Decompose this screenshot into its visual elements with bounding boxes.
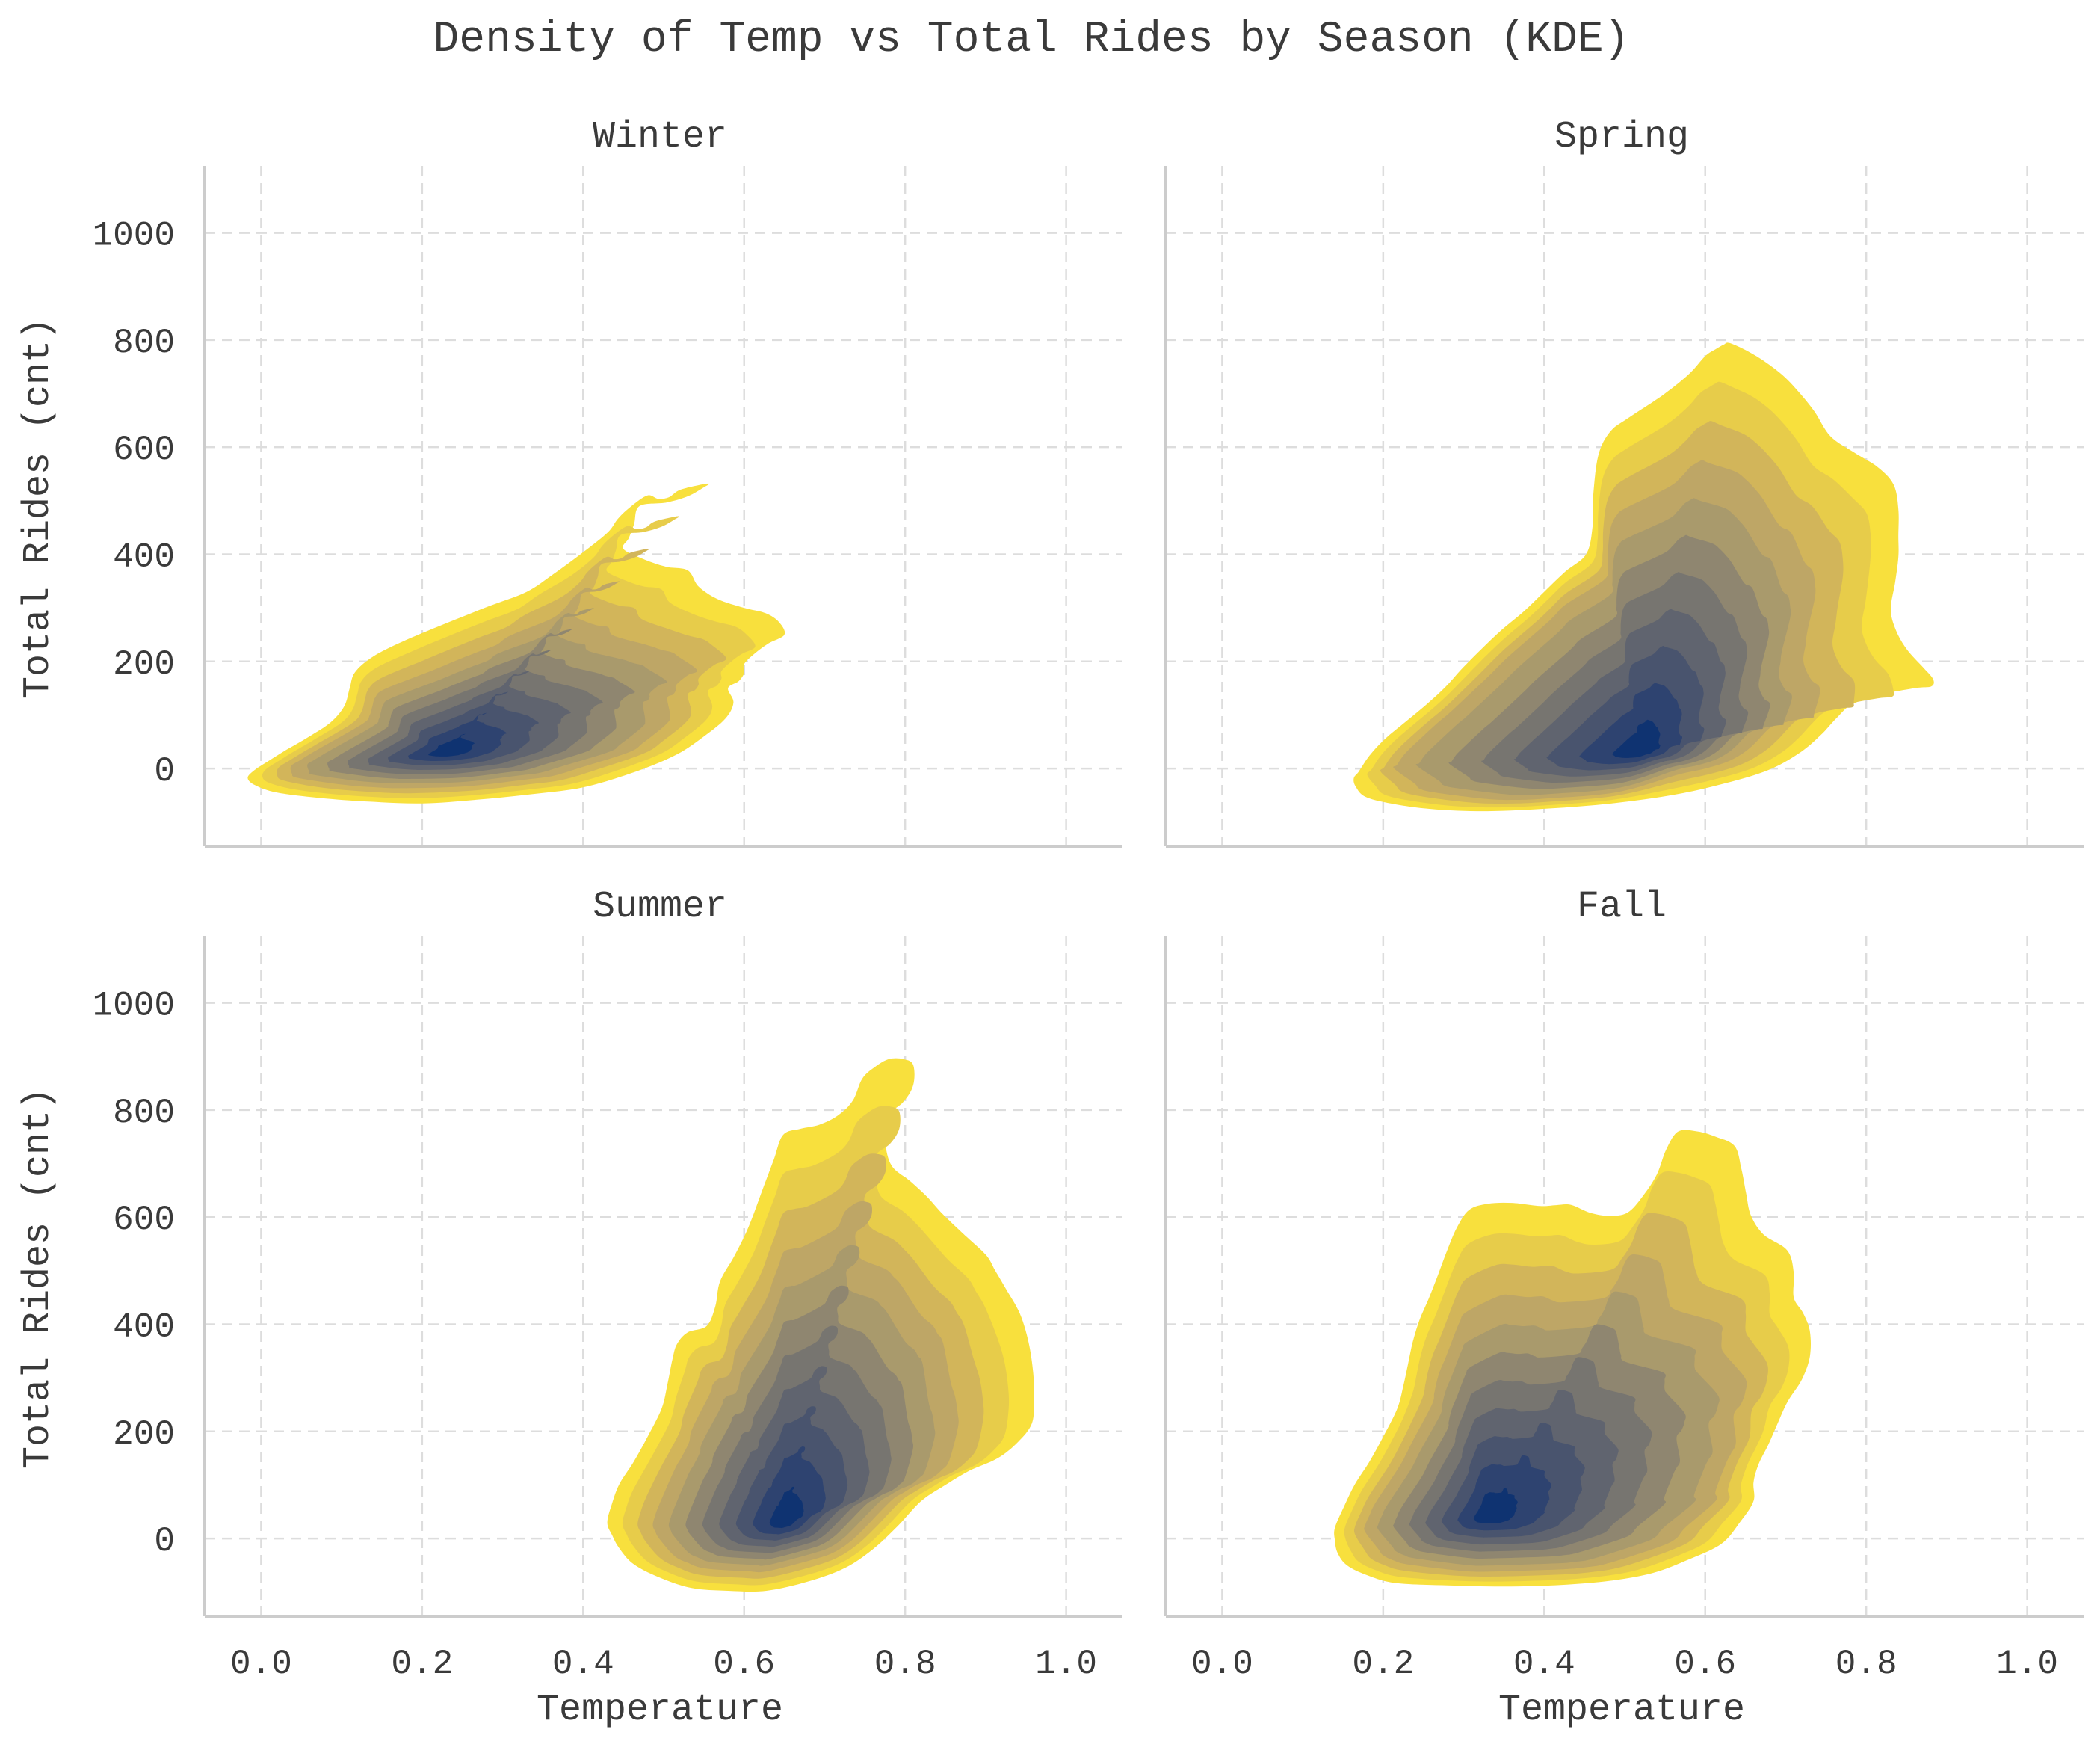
kde-contours (247, 483, 785, 804)
x-axis-label: Temperature (1498, 1689, 1745, 1731)
density-level-9 (408, 712, 507, 761)
panel-title: Winter (593, 116, 727, 158)
panel-spring: Spring (1164, 116, 2084, 848)
kde-contours (1334, 1130, 1812, 1587)
y-tick-label: 0 (154, 1522, 175, 1561)
x-tick-label: 0.6 (713, 1645, 775, 1683)
grid (1166, 936, 2084, 1616)
y-axis-label: Total Rides (cnt) (17, 1088, 60, 1469)
y-tick-label: 400 (113, 1307, 175, 1346)
density-level-10 (1611, 719, 1661, 758)
y-axis-label: Total Rides (cnt) (17, 318, 60, 699)
panel-summer: Summer 0 200 400 600 800 1000 0.0 0.2 0.4 0.6 0.8 1… (93, 886, 1122, 1683)
x-axis-label: Temperature (537, 1689, 783, 1731)
density-level-10 (428, 733, 475, 757)
y-tick-label: 1000 (93, 987, 175, 1026)
x-tick-label: 0.0 (230, 1645, 292, 1683)
x-tick-label: 1.0 (1035, 1645, 1097, 1683)
x-tick-label: 0.4 (552, 1645, 614, 1683)
panel-fall: Fall 0.0 0.2 0.4 0.6 0.8 1.0 (1164, 886, 2084, 1683)
panel-title: Summer (593, 886, 727, 928)
y-tick-label: 400 (113, 537, 175, 576)
kde-contours (1353, 342, 1934, 812)
y-tick-label: 200 (113, 1415, 175, 1454)
density-level-10 (769, 1486, 804, 1529)
grid (205, 166, 1122, 846)
x-tick-label: 0.8 (1835, 1645, 1897, 1683)
y-tick-label: 600 (113, 1201, 175, 1239)
density-level-10 (1473, 1488, 1518, 1523)
x-tick-label: 0.8 (874, 1645, 936, 1683)
x-tick-label: 0.2 (1352, 1645, 1414, 1683)
figure-title: Density of Temp vs Total Rides by Season… (433, 16, 1629, 64)
y-tick-label: 800 (113, 1094, 175, 1133)
panel-title: Spring (1554, 116, 1689, 158)
x-tick-label: 0.2 (391, 1645, 453, 1683)
panel-title: Fall (1577, 886, 1667, 928)
x-tick-label: 0.4 (1513, 1645, 1575, 1683)
grid (1166, 166, 2084, 846)
panel-winter: Winter 0 200 400 600 800 1000 (93, 116, 1122, 848)
x-tick-label: 0.6 (1674, 1645, 1736, 1683)
y-tick-label: 1000 (93, 217, 175, 256)
kde-contours (607, 1058, 1034, 1592)
y-tick-label: 800 (113, 324, 175, 363)
y-tick-label: 600 (113, 431, 175, 469)
x-tick-label: 0.0 (1191, 1645, 1253, 1683)
y-tick-label: 200 (113, 645, 175, 684)
y-tick-label: 0 (154, 752, 175, 791)
x-tick-label: 1.0 (1996, 1645, 2058, 1683)
